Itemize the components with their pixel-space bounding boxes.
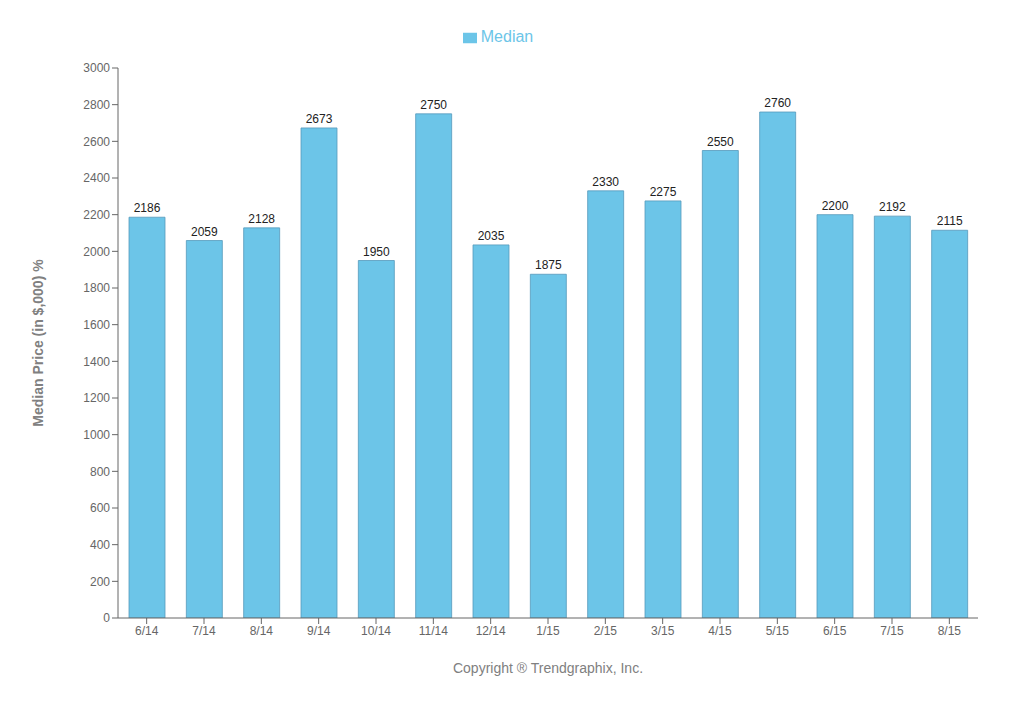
svg-text:12/14: 12/14 — [476, 624, 506, 638]
svg-text:3/15: 3/15 — [651, 624, 675, 638]
svg-text:6/15: 6/15 — [823, 624, 847, 638]
svg-text:8/14: 8/14 — [250, 624, 274, 638]
svg-text:2200: 2200 — [83, 208, 110, 222]
svg-text:4/15: 4/15 — [708, 624, 732, 638]
svg-text:2275: 2275 — [650, 185, 677, 199]
svg-text:600: 600 — [90, 501, 110, 515]
svg-text:2330: 2330 — [592, 175, 619, 189]
svg-text:2200: 2200 — [822, 199, 849, 213]
svg-text:2760: 2760 — [764, 96, 791, 110]
svg-text:2000: 2000 — [83, 245, 110, 259]
svg-text:7/14: 7/14 — [192, 624, 216, 638]
svg-text:0: 0 — [103, 611, 110, 625]
svg-text:2059: 2059 — [191, 225, 218, 239]
svg-text:11/14: 11/14 — [419, 624, 448, 638]
html-text:Median: Median — [480, 28, 534, 45]
svg-text:1600: 1600 — [83, 318, 110, 332]
svg-text:1950: 1950 — [363, 245, 390, 259]
svg-text:2750: 2750 — [420, 98, 447, 112]
svg-text:7/15: 7/15 — [880, 624, 904, 638]
svg-text:10/14: 10/14 — [361, 624, 391, 638]
svg-text:2600: 2600 — [83, 135, 110, 149]
svg-text:Copyright ® Trendgraphix, Inc.: Copyright ® Trendgraphix, Inc. — [453, 660, 643, 676]
svg-text:2550: 2550 — [707, 135, 734, 149]
svg-text:2035: 2035 — [478, 229, 505, 243]
svg-text:2186: 2186 — [134, 201, 161, 215]
svg-text:3000: 3000 — [83, 61, 110, 75]
svg-text:1400: 1400 — [83, 355, 110, 369]
svg-text:200: 200 — [90, 575, 110, 589]
svg-text:800: 800 — [90, 465, 110, 479]
svg-text:2/15: 2/15 — [594, 624, 618, 638]
svg-text:1000: 1000 — [83, 428, 110, 442]
svg-text:2115: 2115 — [937, 214, 963, 228]
svg-text:8/15: 8/15 — [938, 624, 962, 638]
svg-text:2673: 2673 — [306, 112, 333, 126]
svg-text:Median Price (in $,000) %: Median Price (in $,000) % — [30, 259, 46, 427]
svg-text:2800: 2800 — [83, 98, 110, 112]
svg-text:2192: 2192 — [879, 200, 906, 214]
svg-text:1200: 1200 — [83, 391, 110, 405]
svg-text:400: 400 — [90, 538, 110, 552]
svg-text:6/14: 6/14 — [135, 624, 159, 638]
svg-text:1875: 1875 — [535, 258, 562, 272]
svg-text:2400: 2400 — [83, 171, 110, 185]
svg-text:1800: 1800 — [83, 281, 110, 295]
svg-text:1/15: 1/15 — [536, 624, 560, 638]
svg-text:2128: 2128 — [248, 212, 275, 226]
svg-text:5/15: 5/15 — [766, 624, 790, 638]
svg-text:9/14: 9/14 — [307, 624, 331, 638]
